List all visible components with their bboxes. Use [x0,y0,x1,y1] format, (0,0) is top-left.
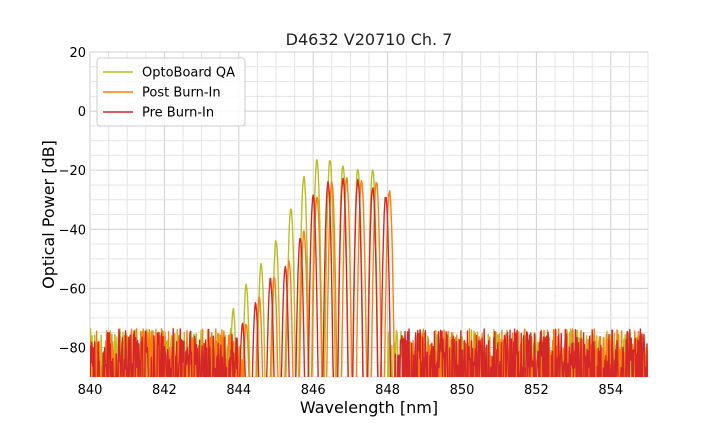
legend-label-pre-burn-in: Pre Burn-In [142,106,214,121]
legend-box [96,57,246,127]
y-axis-label: Optical Power [dB] [39,140,58,289]
x-tick-label: 850 [450,383,475,398]
series-line-pre-burn-in [90,177,648,377]
y-tick-label: 0 [78,105,86,120]
legend-label-post-burn-in: Post Burn-In [142,86,221,101]
y-tick-label: −60 [59,282,86,297]
series-layer [90,159,648,377]
x-tick-label: 840 [78,383,103,398]
y-tick-label: −20 [59,164,86,179]
legend: OptoBoard QA Post Burn-In Pre Burn-In [96,57,246,127]
x-tick-label: 842 [152,383,177,398]
x-tick-label: 848 [375,383,400,398]
x-axis-label: Wavelength [nm] [300,398,438,417]
legend-label-optoboard-qa: OptoBoard QA [142,66,235,81]
y-tick-label: −40 [59,223,86,238]
y-tick-label: 20 [69,46,86,61]
x-tick-label: 844 [226,383,251,398]
tick-labels: 840 842 844 846 848 850 852 854 20 0 −20 −40 −60 −80 [59,46,624,398]
x-tick-label: 852 [524,383,549,398]
y-tick-label: −80 [59,341,86,356]
x-tick-label: 854 [598,383,623,398]
chart-title: D4632 V20710 Ch. 7 [286,30,453,49]
x-tick-label: 846 [301,383,326,398]
